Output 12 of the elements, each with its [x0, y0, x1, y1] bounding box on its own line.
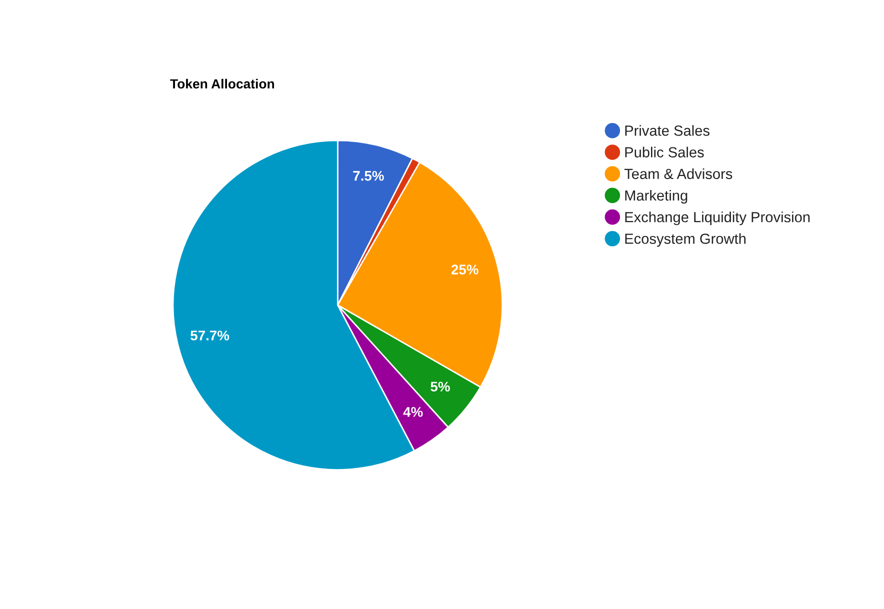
- legend-label: Private Sales: [625, 125, 710, 136]
- data-label: 7.5%: [353, 170, 384, 181]
- legend-label: Marketing: [625, 190, 688, 204]
- data-label: 25%: [451, 264, 478, 274]
- data-label: 5%: [430, 382, 450, 392]
- legend-label: Public Sales: [625, 146, 704, 158]
- data-label: 4%: [403, 407, 423, 417]
- legend-label: Exchange Liquidity Provision: [625, 212, 810, 226]
- chart-title: Token Allocation: [170, 78, 274, 89]
- data-label: 57.7%: [190, 330, 230, 340]
- legend-label: Ecosystem Growth: [625, 233, 746, 247]
- legend-label: Team & Advisors: [624, 168, 732, 180]
